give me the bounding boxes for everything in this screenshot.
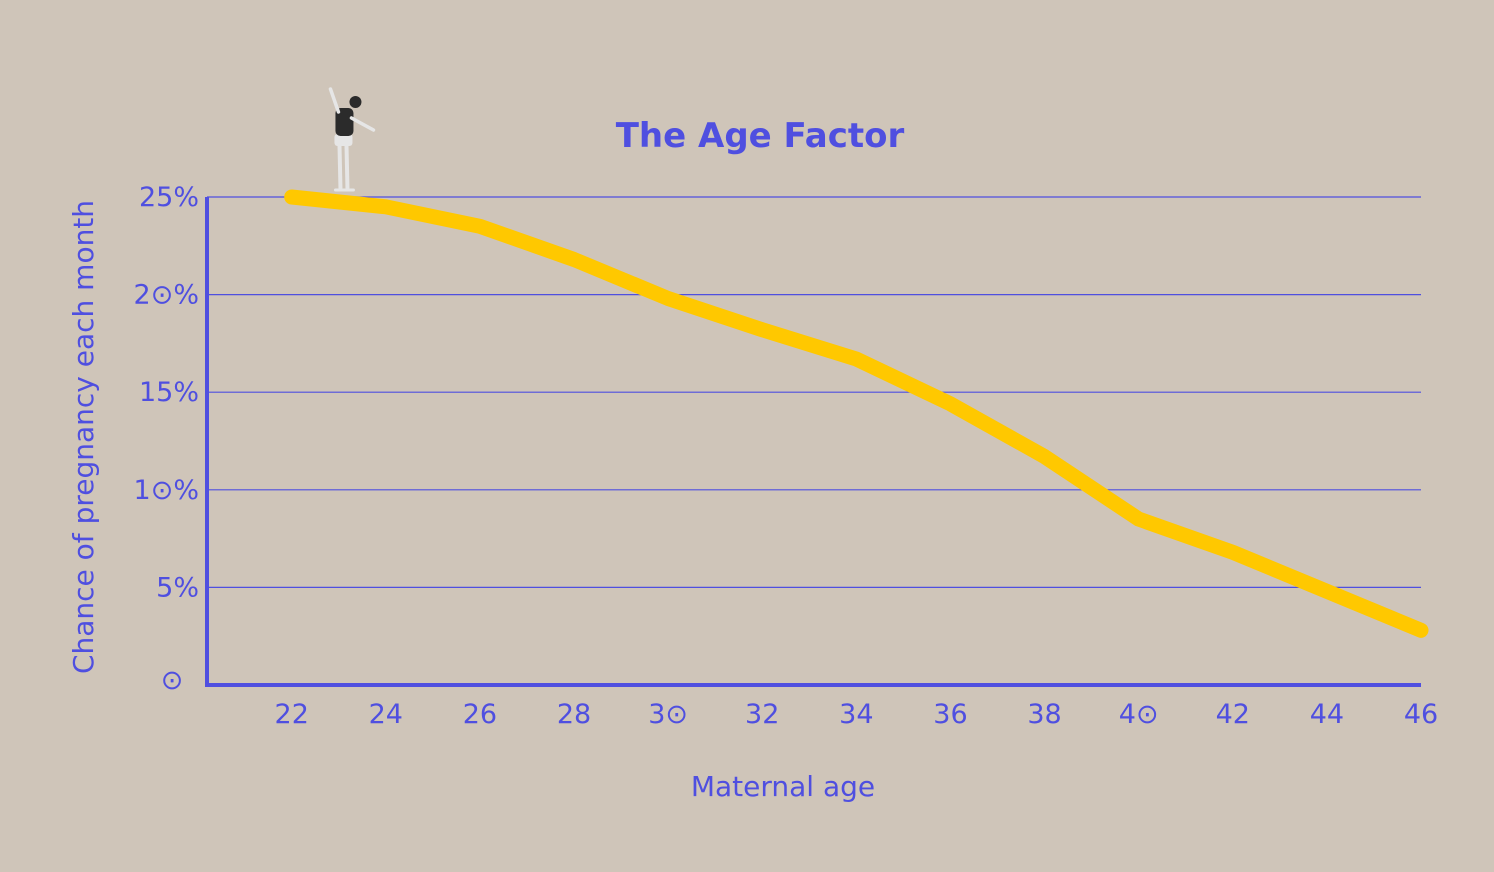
chart-title: The Age Factor — [616, 116, 905, 156]
x-tick-label: 3⊙ — [648, 699, 688, 730]
series-layer — [284, 189, 1429, 638]
x-tick-label: 28 — [557, 699, 591, 730]
y-tick-label: 15% — [139, 377, 199, 408]
x-tick-label: 24 — [369, 699, 403, 730]
x-tick-labels: 22 24 26 28 3⊙ 32 34 36 38 4⊙ 42 44 46 — [275, 699, 1439, 730]
x-tick-label: 26 — [463, 699, 497, 730]
x-tick-label: 42 — [1216, 699, 1250, 730]
x-tick-label: 34 — [839, 699, 873, 730]
figure-standing-on-line-icon — [328, 87, 376, 192]
x-axis-label: Maternal age — [691, 770, 875, 803]
x-tick-label: 22 — [275, 699, 309, 730]
x-tick-label: 44 — [1310, 699, 1344, 730]
y-axis-label: Chance of pregnancy each month — [67, 200, 100, 674]
gridlines — [207, 196, 1421, 589]
axes — [205, 197, 1421, 687]
y-tick-label: 5% — [156, 572, 199, 603]
y-tick-label: 25% — [139, 182, 199, 213]
y-tick-label: ⊙ — [161, 665, 184, 696]
x-tick-label: 4⊙ — [1119, 699, 1159, 730]
x-tick-label: 32 — [745, 699, 779, 730]
x-tick-label: 36 — [933, 699, 967, 730]
series-line — [284, 189, 1429, 638]
x-tick-label: 46 — [1404, 699, 1438, 730]
y-tick-labels: ⊙ 5% 1⊙% 15% 2⊙% 25% — [134, 182, 199, 696]
y-tick-label: 2⊙% — [134, 280, 199, 311]
x-tick-label: 38 — [1027, 699, 1061, 730]
y-tick-label: 1⊙% — [134, 475, 199, 506]
